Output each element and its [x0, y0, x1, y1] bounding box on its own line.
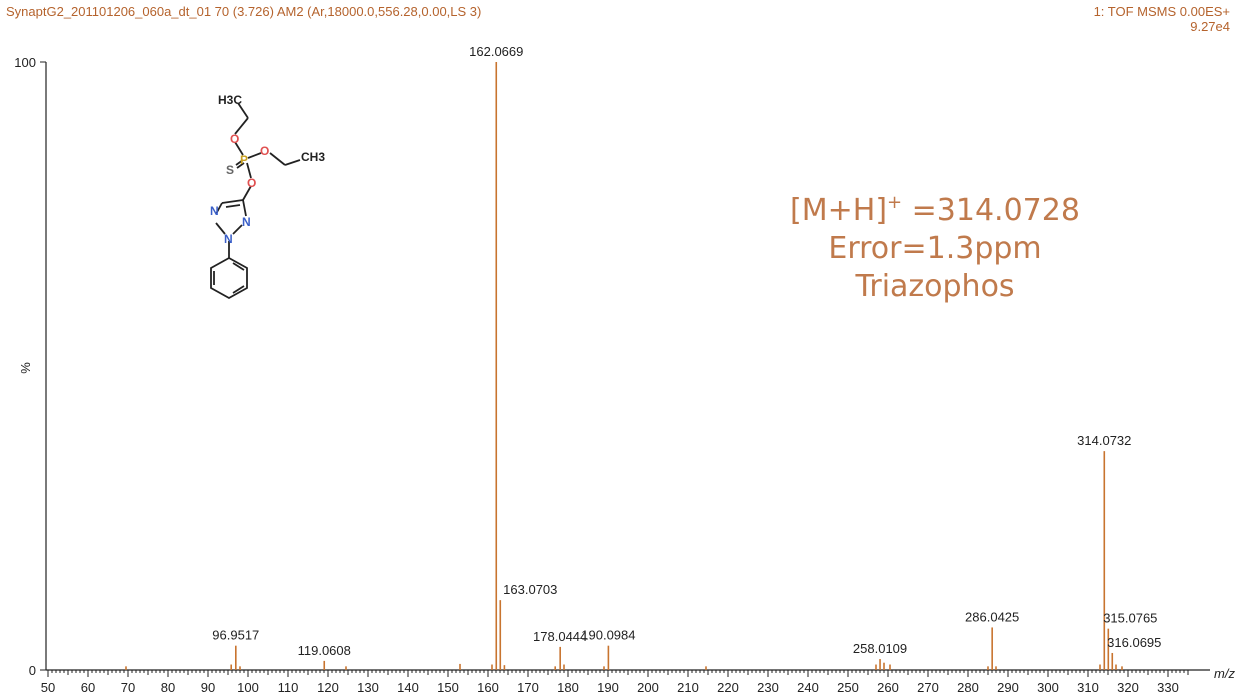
- peak-label: 119.0608: [298, 643, 351, 658]
- y-tick-label: 0: [29, 663, 36, 678]
- chart-axes: [45, 62, 1210, 671]
- bond: [237, 102, 249, 119]
- x-tick-label: 320: [1117, 680, 1139, 695]
- x-tick-label: 330: [1157, 680, 1179, 695]
- spectrum-header-left: SynaptG2_201101206_060a_dt_01 70 (3.726)…: [6, 4, 482, 19]
- x-tick-label: 310: [1077, 680, 1099, 695]
- atom-oxygen-1: O: [230, 132, 239, 146]
- x-tick-label: 240: [797, 680, 819, 695]
- bond: [232, 224, 243, 235]
- phenyl-ring: [210, 256, 248, 300]
- peak-label: 315.0765: [1103, 611, 1157, 626]
- x-tick-label: 130: [357, 680, 379, 695]
- atom-sulfur: S: [226, 163, 234, 177]
- bond: [221, 199, 244, 204]
- bond: [284, 159, 301, 166]
- x-tick-label: 190: [597, 680, 619, 695]
- precursor-ion-line: [M+H]+ =314.0728: [790, 192, 1080, 228]
- peak-label: 163.0703: [503, 582, 557, 597]
- y-tick-label: 100: [14, 55, 36, 70]
- x-tick-label: 280: [957, 680, 979, 695]
- x-tick-label: 60: [81, 680, 95, 695]
- x-tick-label: 70: [121, 680, 135, 695]
- x-axis-label: m/z: [1214, 666, 1235, 681]
- bond: [242, 199, 247, 217]
- triazophos-structure: [210, 102, 301, 300]
- x-tick-label: 210: [677, 680, 699, 695]
- bond: [234, 141, 244, 156]
- bond: [215, 222, 226, 235]
- spectrum-peaks: [125, 62, 1123, 670]
- atom-oxygen-3: O: [247, 176, 256, 190]
- structure-atoms: H3C CH3 O O O P S N N N: [210, 93, 325, 246]
- peak-label: 96.9517: [212, 628, 259, 643]
- peak-label: 258.0109: [853, 641, 907, 656]
- x-tick-label: 290: [997, 680, 1019, 695]
- x-tick-label: 100: [237, 680, 259, 695]
- x-tick-label: 90: [201, 680, 215, 695]
- peak-label: 190.0984: [581, 628, 635, 643]
- x-tick-label: 260: [877, 680, 899, 695]
- bond: [246, 162, 252, 179]
- x-tick-label: 80: [161, 680, 175, 695]
- scan-function-label: 1: TOF MSMS 0.00ES+: [1093, 4, 1230, 19]
- x-tick-label: 220: [717, 680, 739, 695]
- bond: [235, 159, 244, 166]
- x-tick-label: 230: [757, 680, 779, 695]
- bond: [232, 285, 245, 294]
- x-tick-label: 170: [517, 680, 539, 695]
- x-axis-ticks: 50 60 70 80 90 100 110 120 130 140 150 160 170 180 190…: [41, 670, 1189, 695]
- peak-labels: 96.9517 119.0608 162.0669 163.0703 178.04441…: [212, 44, 1161, 658]
- x-tick-label: 200: [637, 680, 659, 695]
- bond: [247, 152, 262, 159]
- x-tick-label: 140: [397, 680, 419, 695]
- atom-ch3: CH3: [301, 150, 325, 164]
- y-axis-label: %: [18, 362, 33, 374]
- bond: [242, 185, 252, 201]
- peak-label: 286.0425: [965, 609, 1019, 624]
- atom-nitrogen-1: N: [224, 232, 233, 246]
- x-tick-label: 50: [41, 680, 55, 695]
- x-tick-label: 120: [317, 680, 339, 695]
- bond: [236, 162, 245, 169]
- mass-error-line: Error=1.3ppm: [828, 231, 1041, 266]
- peak-label: 178.0444: [533, 629, 587, 644]
- bond: [215, 202, 223, 215]
- atom-nitrogen-4: N: [210, 204, 219, 218]
- peak-label: 316.0695: [1107, 635, 1161, 650]
- x-tick-label: 110: [278, 680, 299, 695]
- x-tick-label: 160: [477, 680, 499, 695]
- compound-annotation: [M+H]+ =314.0728 Error=1.3ppm Triazophos: [790, 192, 1080, 304]
- spectrum-header-right: 1: TOF MSMS 0.00ES+ 9.27e4: [1094, 4, 1230, 34]
- x-tick-label: 250: [837, 680, 859, 695]
- compound-name: Triazophos: [854, 269, 1014, 304]
- bond: [232, 262, 245, 271]
- bond: [234, 117, 249, 135]
- x-tick-label: 270: [917, 680, 939, 695]
- bond: [269, 152, 286, 166]
- x-tick-label: 150: [437, 680, 459, 695]
- bond: [225, 204, 241, 208]
- atom-h3c: H3C: [218, 93, 242, 107]
- atom-phosphorus: P: [240, 153, 248, 167]
- x-tick-label: 300: [1037, 680, 1059, 695]
- base-peak-intensity: 9.27e4: [1190, 19, 1230, 34]
- peak-label: 162.0669: [469, 44, 523, 59]
- x-tick-label: 180: [557, 680, 579, 695]
- peak-label: 314.0732: [1077, 433, 1131, 448]
- atom-nitrogen-2: N: [242, 215, 251, 229]
- atom-oxygen-2: O: [260, 144, 269, 158]
- y-axis-ticks: 0 100: [14, 55, 46, 678]
